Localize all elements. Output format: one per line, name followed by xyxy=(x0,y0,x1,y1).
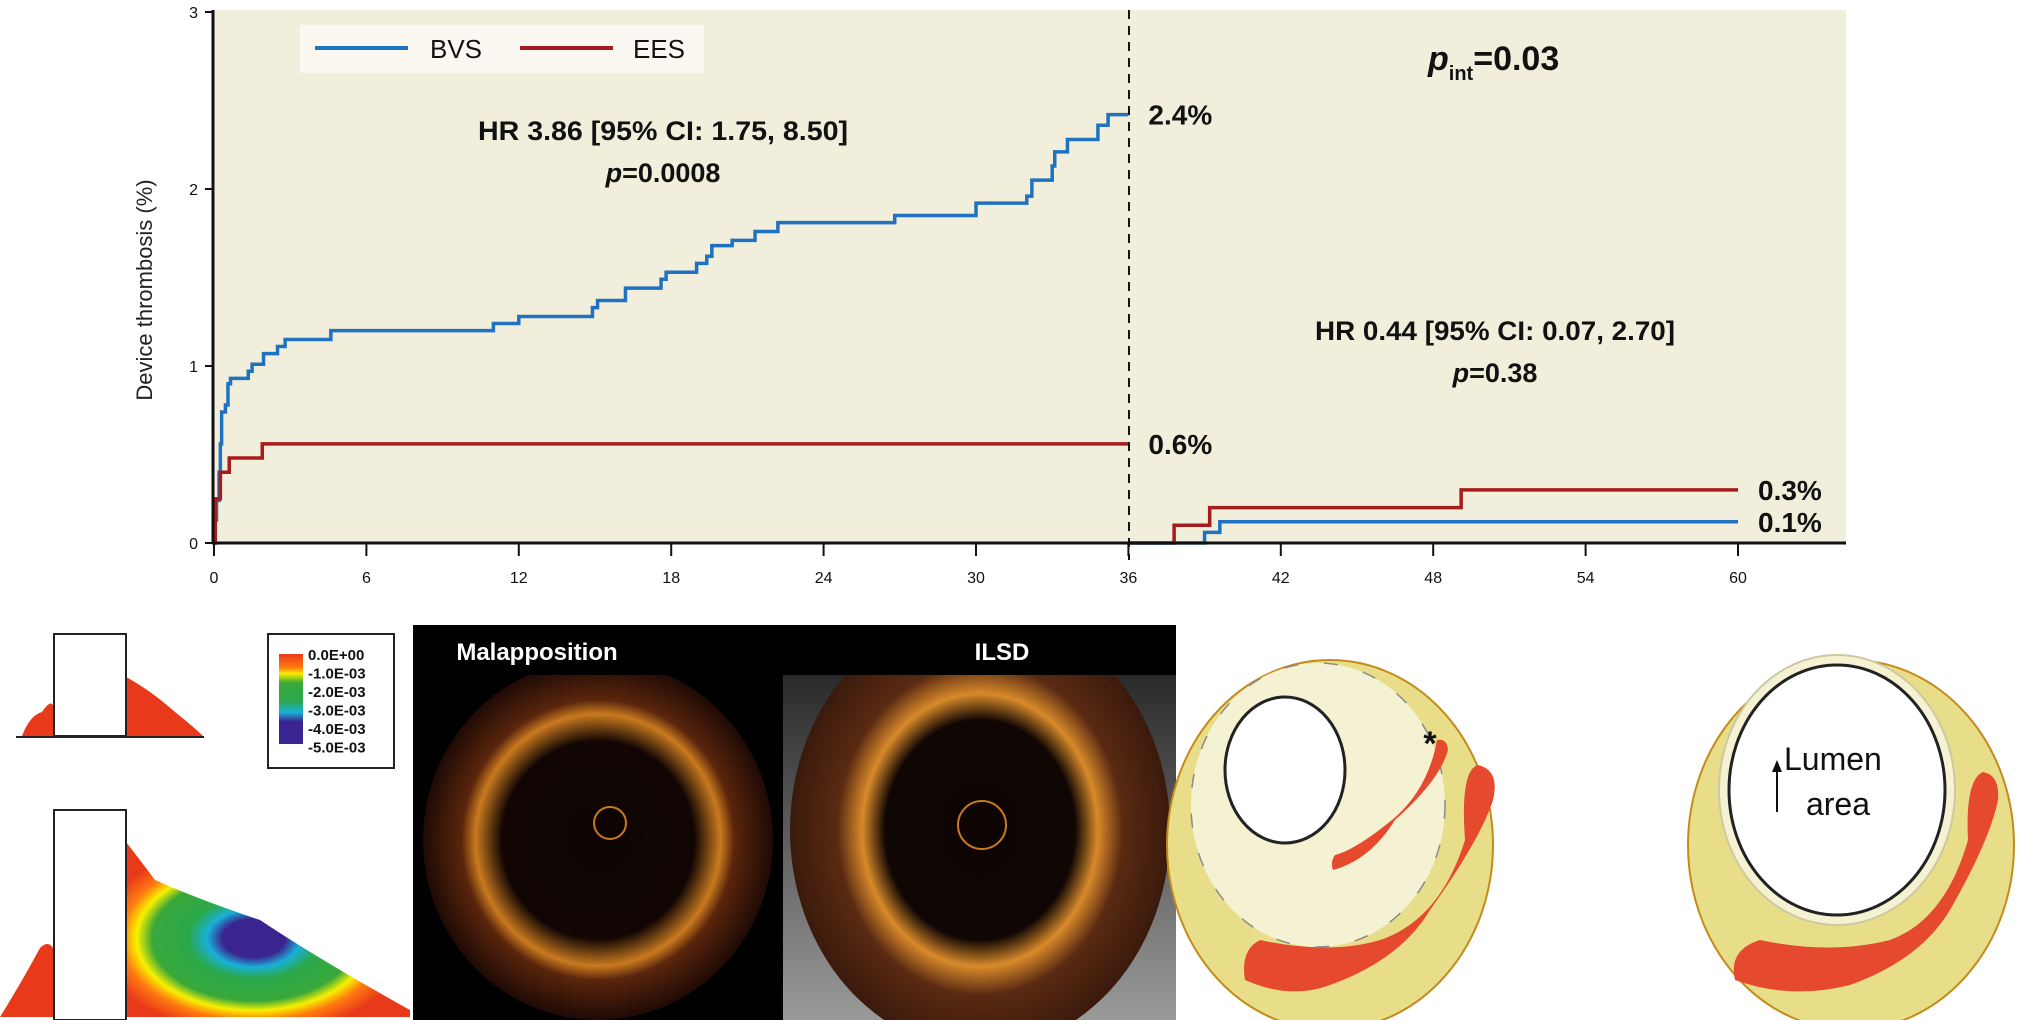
late-p-value: =0.38 xyxy=(1469,358,1537,388)
colorbar-label: -3.0E-03 xyxy=(308,703,366,720)
early-p-annotation: p=0.0008 xyxy=(605,158,721,188)
series-line-bvs-early xyxy=(213,112,1129,545)
legend: BVS EES xyxy=(300,25,704,73)
x-tick-label: 0 xyxy=(210,570,219,587)
oct-vessel-malapposition xyxy=(423,675,773,1020)
y-tick-label: 0 xyxy=(189,536,198,553)
x-tick-label: 30 xyxy=(967,570,985,587)
colorbar-legend: 0.0E+00 -1.0E-03-2.0E-03 -3.0E-03-4.0E-03 -… xyxy=(267,633,395,769)
colorbar-label: -4.0E-03 xyxy=(308,721,366,738)
x-tick-label: 18 xyxy=(662,570,680,587)
colorbar-label: 0.0E+00 xyxy=(308,647,364,664)
legend-label-ees: EES xyxy=(633,34,685,64)
x-tick-label: 42 xyxy=(1272,570,1290,587)
y-tick-label: 3 xyxy=(189,5,198,22)
early-hr-annotation: HR 3.86 [95% CI: 1.75, 8.50] xyxy=(478,116,848,146)
end-label: 0.1% xyxy=(1758,507,1822,538)
x-tick-label: 12 xyxy=(510,570,528,587)
early-p-label: p xyxy=(605,158,623,188)
red-plaque xyxy=(1733,772,1999,992)
oct-panels: Malapposition ILSD xyxy=(413,625,1176,1020)
pint-annotation: pint=0.03 xyxy=(1427,40,1559,85)
y-tick-label: 2 xyxy=(189,182,198,199)
schematic-lumen-area: Lumen area xyxy=(1687,654,2015,1020)
oct-vessel-ilsd xyxy=(790,675,1170,1020)
plot-background xyxy=(213,10,1846,543)
lumen xyxy=(1727,663,1947,917)
x-tick-label: 36 xyxy=(1120,570,1138,587)
oct-title-bar xyxy=(413,625,1176,675)
oct-title-malapposition: Malapposition xyxy=(456,639,617,666)
y-tick-label: 1 xyxy=(189,359,198,376)
lumen xyxy=(1223,695,1347,845)
fem-top-right-red xyxy=(126,677,203,736)
oct-catheter-icon xyxy=(957,800,1007,850)
lumen-label-line1: Lumen xyxy=(1784,741,1882,777)
end-label: 2.4% xyxy=(1148,100,1212,131)
arrow-head xyxy=(1772,760,1782,772)
fem-bottom-contour xyxy=(126,842,410,1017)
fem-top-strut xyxy=(53,633,127,737)
oct-title-ilsd: ILSD xyxy=(975,639,1030,666)
red-plaque xyxy=(1244,765,1495,992)
red-thrombus xyxy=(1331,739,1448,870)
x-tick-label: 24 xyxy=(815,570,833,587)
fem-bottom-strut xyxy=(53,809,127,1020)
end-labels: 2.4% 0.6% 0.3%0.1% xyxy=(1148,100,1822,538)
series-line-ees-early xyxy=(213,442,1129,545)
schematic-malapposition: * xyxy=(1166,659,1495,1020)
x-tick-label: 60 xyxy=(1729,570,1747,587)
end-label: 0.6% xyxy=(1148,429,1212,460)
colorbar-label: -1.0E-03 xyxy=(308,666,366,683)
oct-catheter-icon xyxy=(593,806,627,840)
fem-top-left-red xyxy=(22,703,53,736)
colorbar xyxy=(279,654,303,744)
end-label: 0.3% xyxy=(1758,475,1822,506)
colorbar-labels: 0.0E+00 -1.0E-03-2.0E-03 -3.0E-03-4.0E-03 -… xyxy=(308,647,366,757)
lumen-label-line2: area xyxy=(1806,786,1870,822)
colorbar-label: -2.0E-03 xyxy=(308,684,366,701)
y-axis-label: Device thrombosis (%) xyxy=(132,179,157,400)
colorbar-label: -5.0E-03 xyxy=(308,740,366,757)
late-p-annotation: p=0.38 xyxy=(1452,358,1538,388)
pint-value: =0.03 xyxy=(1473,40,1559,78)
early-p-value: =0.0008 xyxy=(622,158,720,188)
x-tick-label: 54 xyxy=(1577,570,1595,587)
late-p-label: p xyxy=(1452,358,1470,388)
legend-label-bvs: BVS xyxy=(430,34,482,64)
pint-subscript: int xyxy=(1449,63,1474,85)
x-tick-label: 48 xyxy=(1424,570,1442,587)
x-tick-label: 6 xyxy=(362,570,371,587)
fem-bottom-left-red xyxy=(0,944,53,1017)
asterisk: * xyxy=(1423,725,1437,763)
series-line-ees-late xyxy=(1128,488,1738,545)
pint-label: p xyxy=(1427,40,1449,78)
fem-panel: 0.0E+00 -1.0E-03-2.0E-03 -3.0E-03-4.0E-03 -… xyxy=(0,633,410,1020)
late-hr-annotation: HR 0.44 [95% CI: 0.07, 2.70] xyxy=(1315,316,1675,346)
